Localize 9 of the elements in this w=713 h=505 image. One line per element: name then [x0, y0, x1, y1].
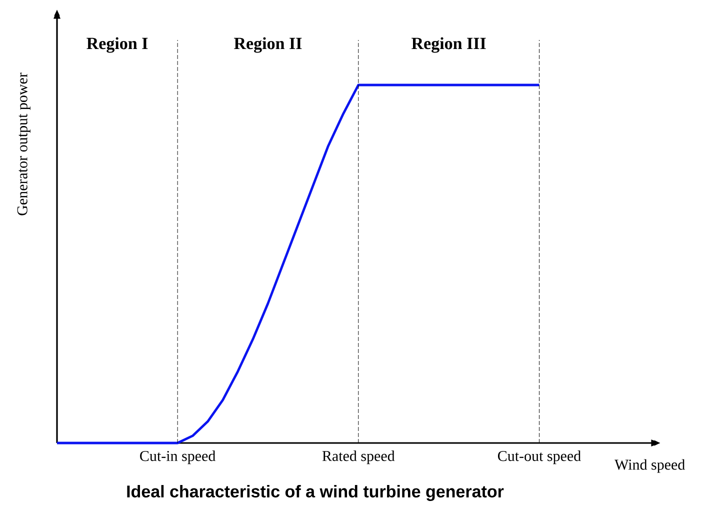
text: Region II	[234, 37, 302, 53]
x-tick-label: Cut-out speed	[498, 450, 581, 464]
text: Ideal characteristic of a wind turbine generator	[127, 485, 504, 501]
text: Region I	[86, 37, 148, 53]
x-axis-title: Wind speed	[614, 459, 685, 473]
y-axis-title: Generator output power	[17, 72, 30, 216]
x-tick-label: Rated speed	[322, 450, 395, 464]
text: Region III	[412, 37, 486, 53]
x-tick-label: Cut-in speed	[140, 450, 216, 464]
